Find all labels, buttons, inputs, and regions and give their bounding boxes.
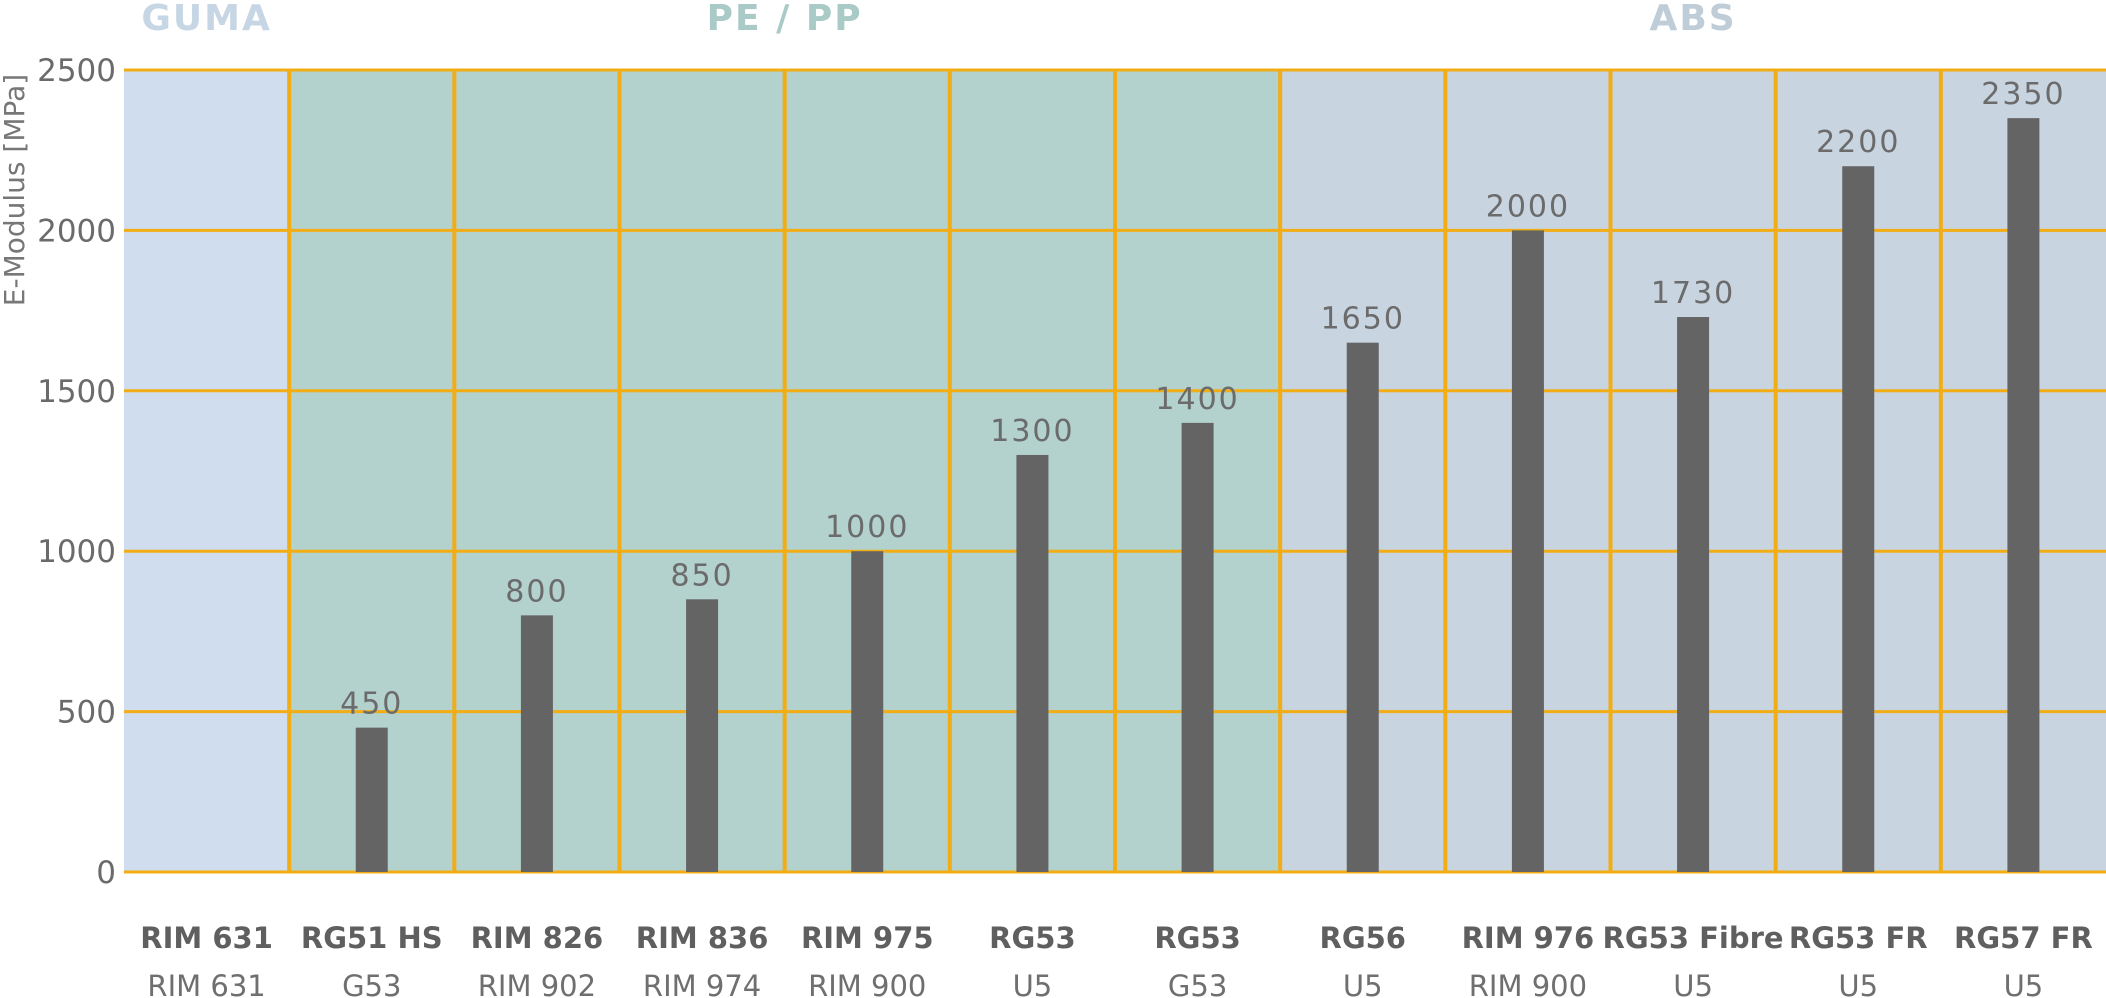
- category-sub-4: RIM 900: [808, 969, 926, 998]
- category-sub-1: G53: [342, 969, 401, 998]
- y-tick-1500: 1500: [37, 374, 116, 410]
- bar-11: [2007, 118, 2040, 873]
- category-name-2: RIM 826: [471, 921, 604, 955]
- category-sub-11: U5: [2004, 969, 2044, 998]
- category-name-3: RIM 836: [636, 921, 769, 955]
- y-axis-ticks: 0 500 1000 1500 2000 2500: [37, 53, 116, 891]
- bar-8: [1511, 230, 1544, 872]
- bar-1: [355, 727, 388, 872]
- bar-6: [1181, 422, 1214, 872]
- category-name-5: RG53: [989, 921, 1076, 955]
- y-tick-2500: 2500: [37, 53, 116, 89]
- y-tick-500: 500: [57, 695, 116, 731]
- category-sub-8: RIM 900: [1469, 969, 1587, 998]
- bar-3: [686, 599, 719, 872]
- category-sub-3: RIM 974: [643, 969, 761, 998]
- value-label-4: 1000: [825, 510, 909, 545]
- category-name-10: RG53 FR: [1789, 921, 1928, 955]
- category-name-7: RG56: [1320, 921, 1407, 955]
- value-label-8: 2000: [1486, 189, 1570, 224]
- value-label-2: 800: [505, 574, 568, 609]
- value-label-7: 1650: [1321, 302, 1405, 337]
- group-label-1: PE / PP: [707, 0, 863, 39]
- category-name-8: RIM 976: [1462, 921, 1595, 955]
- category-name-9: RG53 Fibre: [1603, 921, 1784, 955]
- bar-9: [1677, 317, 1710, 872]
- group-label-2: ABS: [1649, 0, 1736, 39]
- grid-lines: [124, 68, 2106, 874]
- bar-7: [1346, 342, 1379, 872]
- value-label-3: 850: [670, 558, 733, 593]
- category-sub-2: RIM 902: [478, 969, 596, 998]
- y-tick-0: 0: [96, 855, 116, 891]
- category-name-11: RG57 FR: [1954, 921, 2093, 955]
- category-name-6: RG53: [1154, 921, 1241, 955]
- category-sub-7: U5: [1343, 969, 1383, 998]
- bar-2: [520, 615, 553, 872]
- category-name-4: RIM 975: [801, 921, 934, 955]
- bar-4: [851, 551, 884, 872]
- category-sub-10: U5: [1838, 969, 1878, 998]
- y-axis-label: E-Modulus [MPa]: [0, 74, 31, 306]
- bar-5: [1016, 454, 1049, 872]
- value-label-10: 2200: [1816, 125, 1900, 160]
- y-tick-1000: 1000: [37, 534, 116, 570]
- category-sub-0: RIM 631: [147, 969, 265, 998]
- group-label-0: GUMA: [141, 0, 271, 39]
- group-labels: GUMA PE / PP ABS: [141, 0, 1736, 39]
- group-bg-0: [124, 70, 290, 872]
- category-name-0: RIM 631: [140, 921, 273, 955]
- bar-10: [1842, 166, 1875, 873]
- category-sub-6: G53: [1168, 969, 1227, 998]
- value-label-11: 2350: [1981, 77, 2065, 112]
- value-label-6: 1400: [1155, 382, 1239, 417]
- category-sub-9: U5: [1673, 969, 1713, 998]
- value-labels: 450 800 850 1000 1300 1400 1650 2000 1730 2200 235…: [340, 77, 2065, 722]
- category-labels: RIM 631 RIM 631 RG51 HS G53 RIM 826 RIM 902 RI…: [140, 921, 2093, 998]
- bars: [355, 118, 2040, 873]
- value-label-5: 1300: [990, 414, 1074, 449]
- y-tick-2000: 2000: [37, 213, 116, 249]
- category-sub-5: U5: [1013, 969, 1053, 998]
- category-name-1: RG51 HS: [301, 921, 443, 955]
- value-label-1: 450: [340, 687, 403, 722]
- value-label-9: 1730: [1651, 276, 1735, 311]
